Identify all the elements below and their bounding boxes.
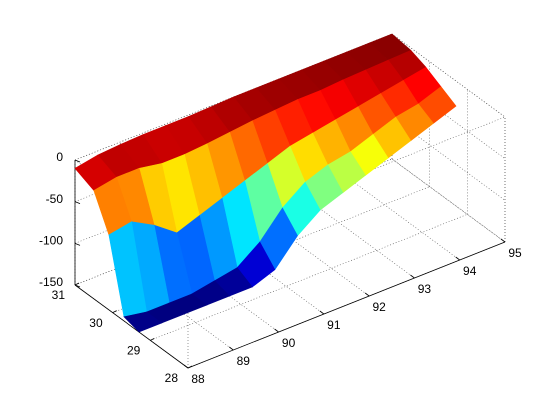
x-tick bbox=[229, 346, 234, 351]
z-tick bbox=[74, 159, 81, 163]
y-tick-label: 31 bbox=[52, 288, 66, 302]
y-tick bbox=[187, 365, 193, 369]
z-tick-label: -150 bbox=[39, 275, 63, 289]
grid-line bbox=[346, 176, 460, 261]
y-tick bbox=[74, 282, 80, 286]
x-tick-label: 93 bbox=[418, 282, 432, 296]
z-tick bbox=[74, 201, 81, 205]
x-tick bbox=[364, 292, 370, 297]
y-tick-label: 29 bbox=[127, 344, 141, 358]
x-tick-label: 89 bbox=[237, 354, 251, 368]
x-tick-label: 94 bbox=[463, 264, 477, 278]
z-tick bbox=[74, 242, 81, 246]
axis-line bbox=[187, 241, 506, 369]
z-tick bbox=[74, 284, 81, 288]
axis-line bbox=[74, 284, 189, 369]
y-tick-label: 30 bbox=[89, 316, 103, 330]
z-tick-label: -50 bbox=[46, 192, 64, 206]
surface-patch bbox=[123, 311, 163, 333]
x-tick-label: 95 bbox=[508, 246, 522, 260]
y-tick bbox=[150, 337, 155, 341]
x-tick-label: 92 bbox=[372, 300, 386, 314]
x-tick bbox=[274, 328, 279, 333]
x-tick-label: 88 bbox=[191, 372, 205, 386]
x-tick-label: 90 bbox=[282, 336, 296, 350]
y-tick bbox=[112, 310, 117, 314]
z-tick-label: 0 bbox=[56, 150, 63, 164]
x-tick bbox=[410, 274, 415, 279]
x-tick bbox=[455, 256, 460, 261]
z-tick-label: -100 bbox=[39, 234, 63, 248]
x-tick bbox=[183, 364, 189, 369]
x-tick bbox=[500, 238, 506, 243]
x-tick bbox=[319, 310, 325, 315]
x-tick-label: 91 bbox=[327, 318, 341, 332]
y-tick-label: 28 bbox=[165, 371, 179, 385]
